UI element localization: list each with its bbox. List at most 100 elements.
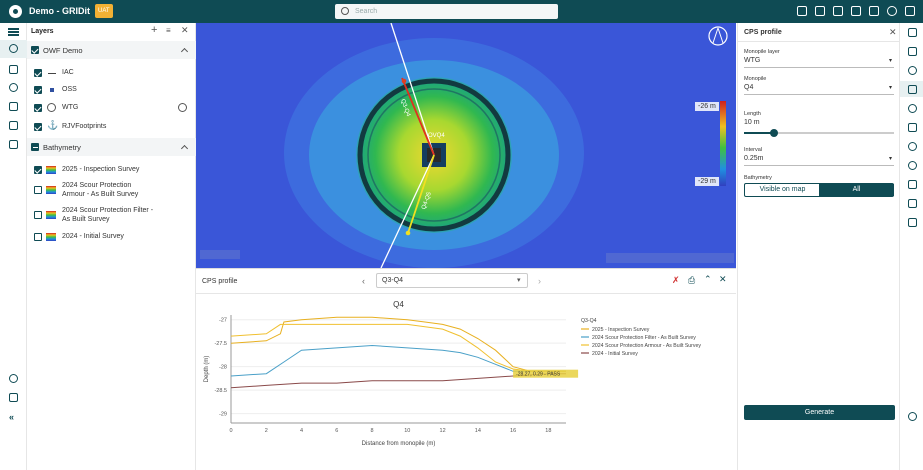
collapse-icon[interactable]: «	[9, 412, 15, 422]
legend-label: 2024 - Initial Survey	[592, 351, 638, 357]
layer-label: IAC	[62, 69, 74, 76]
x-tick-label: 12	[440, 428, 446, 434]
layer-checkbox[interactable]	[34, 166, 42, 174]
close-icon[interactable]: ✕	[181, 25, 189, 35]
x-tick-label: 6	[335, 428, 338, 434]
compass-icon[interactable]	[908, 104, 917, 113]
y-tick-label: -27.5	[214, 341, 227, 347]
close-icon[interactable]: ✕	[889, 27, 897, 37]
legend-top-label: -26 m	[695, 102, 719, 111]
monopile-layer-value: WTG	[744, 57, 761, 64]
wtg-label: OVQ4	[428, 133, 445, 139]
group-checkbox[interactable]	[31, 143, 39, 151]
file-export-icon[interactable]	[908, 199, 917, 208]
layer-checkbox[interactable]	[34, 104, 42, 112]
filter-icon[interactable]: ≡	[166, 26, 171, 35]
visible-on-map-button[interactable]: Visible on map	[759, 186, 806, 193]
pin-icon[interactable]	[908, 66, 917, 75]
cps-panel-title: CPS profile	[202, 278, 238, 285]
search-input[interactable]: Search	[335, 4, 558, 19]
table-icon[interactable]	[9, 140, 18, 149]
file-icon[interactable]	[908, 218, 917, 227]
profile-chart-icon[interactable]	[908, 85, 917, 94]
layer-checkbox[interactable]	[34, 186, 42, 194]
clear-icon[interactable]: ✗	[672, 275, 680, 285]
colormap-icon	[46, 233, 56, 241]
profile-select-value: Q3-Q4	[382, 277, 404, 284]
legend-label: 2024 Scour Protection Armour - As Built …	[592, 343, 701, 349]
help-icon[interactable]	[887, 6, 897, 16]
generate-button[interactable]: Generate	[744, 405, 895, 420]
length-slider-thumb[interactable]	[770, 129, 778, 137]
x-tick-label: 0	[229, 428, 232, 434]
globe-icon[interactable]	[9, 83, 18, 92]
layer-checkbox[interactable]	[34, 123, 42, 131]
layer-checkbox[interactable]	[34, 86, 42, 94]
grid-icon[interactable]	[905, 6, 915, 16]
all-button[interactable]: All	[819, 184, 894, 196]
interval-select[interactable]: 0.25m ▾	[744, 155, 894, 166]
add-layer-icon[interactable]: +	[151, 24, 158, 36]
legend-title: Q3-Q4	[581, 318, 597, 324]
panel-icon[interactable]	[908, 28, 917, 37]
length-slider-track[interactable]	[744, 129, 894, 137]
settings-icon[interactable]	[797, 6, 807, 16]
next-icon[interactable]: ›	[538, 276, 541, 286]
legend-label: 2024 Scour Protection Filter - As Built …	[592, 335, 696, 341]
menu-icon[interactable]	[8, 28, 19, 30]
layout-icon[interactable]	[869, 6, 879, 16]
layers-icon[interactable]	[9, 44, 18, 53]
profile-select[interactable]: Q3-Q4 ▾	[376, 273, 528, 288]
chart-bar-icon[interactable]	[908, 47, 917, 56]
monopile-label: Monopile	[744, 76, 767, 82]
export-icon[interactable]: ⎙	[688, 275, 696, 285]
colormap-icon	[46, 186, 56, 194]
y-tick-label: -27	[219, 318, 227, 324]
cps-settings-panel: CPS profile ✕ Monopile layer WTG ▾ Monopi…	[737, 23, 900, 470]
cps-profile-panel: CPS profile ‹ Q3-Q4 ▾ › ✗ ⎙ ⌃ ✕ Q4 -27 -27…	[196, 268, 736, 470]
tools-icon[interactable]	[9, 102, 18, 111]
layer-checkbox[interactable]	[34, 211, 42, 219]
layers-title: Layers	[31, 28, 54, 35]
turbine-icon	[47, 103, 56, 112]
layer-label-2: Armour - As Built Survey	[62, 191, 139, 198]
eye-icon[interactable]	[908, 161, 917, 170]
close-panel-icon[interactable]: ✕	[719, 274, 727, 284]
length-slider-fill	[744, 132, 774, 134]
prev-icon[interactable]: ‹	[362, 276, 365, 286]
group-checkbox[interactable]	[31, 46, 39, 54]
x-axis-label: Distance from monopile (m)	[362, 441, 436, 447]
image-icon[interactable]	[851, 6, 861, 16]
layer-label: 2024 Scour Protection	[62, 182, 132, 189]
monopile-select[interactable]: Q4 ▾	[744, 84, 894, 95]
target-icon[interactable]	[908, 142, 917, 151]
smiley-icon[interactable]	[178, 103, 187, 112]
anchor-icon: ⚓	[47, 120, 59, 130]
monopile-layer-select[interactable]: WTG ▾	[744, 57, 894, 68]
layers-panel: Layers + ≡ ✕ OWF Demo IAC OSS WTG ⚓ RJVF…	[27, 23, 196, 470]
tooltip-box	[513, 369, 579, 378]
x-tick-label: 10	[404, 428, 410, 434]
interval-label: Interval	[744, 147, 763, 153]
layer-checkbox[interactable]	[34, 69, 42, 77]
grid-icon[interactable]	[833, 6, 843, 16]
map-view[interactable]: -26 m -29 m Q3-Q4 Q4-Q5 OVQ4	[196, 23, 736, 268]
settings-icon[interactable]	[908, 412, 917, 421]
layer-label: 2024 - Initial Survey	[62, 233, 124, 240]
crop-icon[interactable]	[908, 123, 917, 132]
map-icon[interactable]	[9, 65, 18, 74]
right-rail	[899, 23, 923, 470]
images-icon[interactable]	[9, 121, 18, 130]
tooltip-text: -28.27, 0.29 - PASS	[516, 372, 561, 378]
top-bar: Demo - GRIDit UAT Search	[0, 0, 923, 23]
document-icon[interactable]	[9, 393, 18, 402]
image-icon[interactable]	[908, 180, 917, 189]
layer-label: OSS	[62, 86, 77, 93]
user-icon[interactable]	[9, 374, 18, 383]
grid-icon[interactable]	[815, 6, 825, 16]
search-icon	[341, 7, 349, 15]
x-tick-label: 4	[300, 428, 303, 434]
expand-icon[interactable]: ⌃	[704, 274, 712, 284]
layer-checkbox[interactable]	[34, 233, 42, 241]
interval-value: 0.25m	[744, 155, 764, 162]
